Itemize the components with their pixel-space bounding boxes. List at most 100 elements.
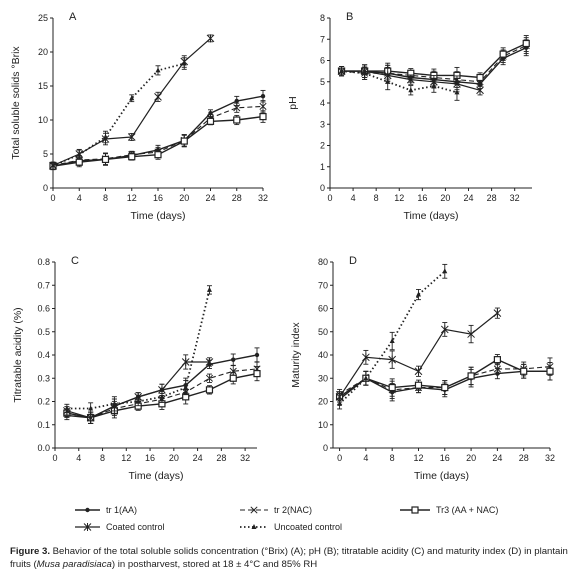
panel-letter: B [346, 11, 353, 23]
x-tick-label: 4 [363, 453, 368, 463]
series-3 [335, 354, 554, 403]
x-tick-label: 32 [240, 453, 250, 463]
x-tick-label: 20 [440, 193, 450, 203]
panel-letter: D [349, 255, 357, 267]
figure-caption: Figure 3. Behavior of the total soluble … [10, 546, 576, 571]
data-point [233, 116, 241, 124]
data-point [229, 367, 237, 375]
data-point [205, 374, 214, 382]
legend-item-tr3: Tr3 (AA + NAC) [400, 505, 498, 515]
y-tick-label: 6 [320, 56, 325, 66]
y-tick-label: 8 [320, 13, 325, 23]
y-tick-label: 60 [318, 304, 328, 314]
data-point [362, 70, 368, 76]
series-line [341, 70, 458, 94]
legend-label: Uncoated control [274, 522, 342, 532]
x-axis-label: Time (days) [414, 470, 469, 482]
data-point [183, 384, 189, 390]
data-point [206, 34, 215, 43]
data-point [233, 104, 241, 112]
series-5 [64, 285, 212, 415]
x-tick-label: 20 [466, 453, 476, 463]
panel-letter: C [71, 255, 79, 267]
y-tick-label: 4 [320, 98, 325, 108]
series-line [338, 270, 446, 405]
y-tick-label: 10 [318, 420, 328, 430]
y-tick-label: 0.4 [37, 350, 50, 360]
series-5 [337, 263, 448, 410]
y-tick-label: 15 [38, 81, 48, 91]
data-point [259, 102, 267, 110]
data-point [499, 50, 507, 58]
x-tick-label: 24 [205, 193, 215, 203]
data-point [234, 98, 239, 104]
x-tick-label: 20 [169, 453, 179, 463]
y-tick-label: 2 [320, 141, 325, 151]
data-point [154, 92, 162, 101]
x-tick-label: 0 [337, 453, 342, 463]
data-point [454, 89, 460, 95]
x-tick-label: 0 [52, 453, 57, 463]
y-tick-label: 0.6 [37, 304, 50, 314]
y-tick-label: 50 [318, 327, 328, 337]
x-axis-label: Time (days) [128, 470, 183, 482]
chart-panel-c: C 0.0 0.1 0.2 0.3 0.4 0.5 0.6 0.7 0.8 0 4 8 12 16 20 24 2… [12, 255, 261, 482]
y-tick-label: 3 [320, 119, 325, 129]
series-line [52, 62, 185, 167]
legend-label: tr 1(AA) [106, 505, 137, 515]
x-axis-label: Time (days) [403, 210, 458, 222]
data-point [129, 95, 135, 101]
data-point [86, 413, 95, 422]
y-tick-label: 0.0 [37, 443, 50, 453]
legend-label: Coated control [106, 522, 165, 532]
y-tick-label: 5 [43, 149, 48, 159]
y-tick-label: 1 [320, 162, 325, 172]
data-point [205, 357, 214, 366]
data-point [493, 365, 501, 373]
x-tick-label: 28 [487, 193, 497, 203]
x-tick-label: 8 [374, 193, 379, 203]
x-tick-label: 20 [179, 193, 189, 203]
y-tick-label: 0 [320, 183, 325, 193]
x-tick-label: 8 [390, 453, 395, 463]
y-tick-label: 25 [38, 13, 48, 23]
data-point [154, 151, 162, 159]
panel-letter: A [69, 11, 77, 23]
data-point [431, 83, 437, 88]
y-axis-label: Total soluble solids °Brix [10, 46, 22, 160]
data-point [442, 268, 448, 274]
y-tick-label: 0.3 [37, 373, 50, 383]
y-axis-label: pH [287, 96, 299, 109]
data-point [159, 393, 165, 399]
data-point [414, 381, 423, 389]
data-point [229, 374, 237, 382]
y-tick-label: 7 [320, 34, 325, 44]
y-tick-label: 0.5 [37, 327, 50, 337]
data-point [546, 367, 554, 375]
legend-label: tr 2(NAC) [274, 505, 312, 515]
y-tick-label: 70 [318, 280, 328, 290]
y-tick-label: 30 [318, 373, 328, 383]
chart-panel-d: D 0 10 20 30 40 50 60 70 80 0 4 8 12 16 20 24 28 32 Time (d… [290, 255, 555, 482]
data-point [363, 375, 369, 381]
caption-text-after: ) in postharvest, stored at 18 ± 4°C and… [111, 558, 318, 570]
data-point [181, 60, 187, 66]
data-point [441, 383, 449, 392]
data-point [75, 158, 83, 166]
x-tick-label: 4 [76, 453, 81, 463]
y-tick-label: 0 [43, 183, 48, 193]
data-point [414, 367, 423, 376]
data-point [76, 151, 82, 157]
x-tick-label: 16 [440, 453, 450, 463]
y-axis-label: Maturity index [290, 322, 302, 388]
data-point [180, 137, 188, 145]
series-5 [339, 65, 460, 101]
x-tick-label: 32 [258, 193, 268, 203]
x-tick-label: 32 [545, 453, 555, 463]
y-tick-label: 0 [323, 443, 328, 453]
data-point [155, 67, 161, 73]
caption-text-before: Behavior of the total soluble solids con… [10, 546, 568, 570]
data-point [476, 86, 484, 95]
caption-prefix: Figure 3. [10, 546, 50, 557]
